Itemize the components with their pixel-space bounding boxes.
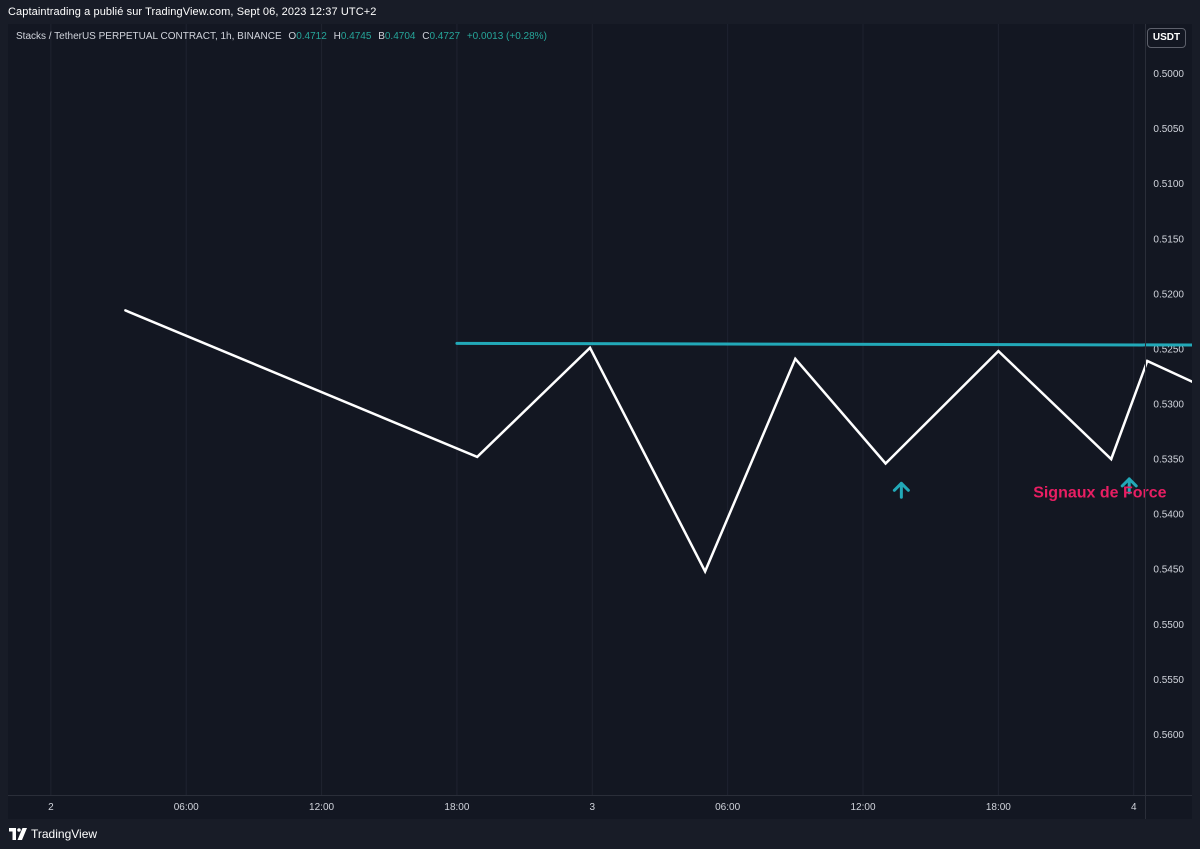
- high-value: 0.4745: [340, 31, 372, 42]
- change-value: +0.0013 (+0.28%): [466, 31, 547, 42]
- price-point: [794, 357, 797, 361]
- price-tick-label: 0.5500: [1153, 620, 1184, 631]
- time-tick-label: 3: [590, 802, 596, 813]
- price-chart[interactable]: 206:0012:0018:00306:0012:0018:00406:0012…: [8, 24, 1192, 819]
- price-point: [476, 455, 479, 459]
- price-tick-label: 0.5000: [1153, 69, 1184, 80]
- time-tick-label: 12:00: [309, 802, 334, 813]
- price-tick-label: 0.5600: [1153, 730, 1184, 741]
- price-tick-label: 0.5300: [1153, 399, 1184, 410]
- high-label: H: [333, 31, 341, 42]
- open-label: O: [288, 31, 297, 42]
- price-tick-label: 0.5100: [1153, 179, 1184, 190]
- price-point: [1146, 359, 1149, 363]
- tradingview-brand: TradingView: [31, 827, 98, 841]
- currency-button[interactable]: USDT: [1147, 28, 1186, 48]
- price-tick-label: 0.5550: [1153, 675, 1184, 686]
- price-point: [997, 349, 1000, 353]
- price-tick-label: 0.5050: [1153, 124, 1184, 135]
- price-tick-label: 0.5350: [1153, 455, 1184, 466]
- time-tick-label: 18:00: [444, 802, 469, 813]
- symbol-title: Stacks / TetherUS PERPETUAL CONTRACT, 1h…: [16, 31, 282, 42]
- time-tick-label: 12:00: [850, 802, 875, 813]
- publisher-line: Captaintrading a publié sur TradingView.…: [8, 6, 377, 18]
- price-tick-label: 0.5200: [1153, 289, 1184, 300]
- price-axis-divider: [1145, 24, 1146, 819]
- price-tick-label: 0.5250: [1153, 344, 1184, 355]
- time-tick-label: 2: [48, 802, 54, 813]
- price-point: [124, 309, 127, 312]
- time-tick-label: 18:00: [986, 802, 1011, 813]
- chart-panel[interactable]: 206:0012:0018:00306:0012:0018:00406:0012…: [8, 24, 1192, 819]
- low-label: B: [378, 31, 385, 42]
- time-axis-divider: [8, 795, 1192, 796]
- tradingview-logo-icon: [9, 828, 27, 840]
- open-value: 0.4712: [296, 31, 327, 42]
- tradingview-footer[interactable]: TradingView: [9, 826, 97, 842]
- price-tick-label: 0.5450: [1153, 565, 1184, 576]
- price-line[interactable]: [124, 229, 1192, 575]
- msb-line[interactable]: [455, 341, 1192, 347]
- signal-arrow-up-icon[interactable]: [1120, 477, 1138, 495]
- signals-annotation[interactable]: Signaux de Force: [1033, 485, 1166, 502]
- price-point: [1109, 457, 1113, 461]
- price-tick-label: 0.5400: [1153, 510, 1184, 521]
- close-value: 0.4727: [429, 31, 461, 42]
- symbol-legend: Stacks / TetherUS PERPETUAL CONTRACT, 1h…: [16, 31, 547, 42]
- price-tick-label: 0.5150: [1153, 234, 1184, 245]
- time-tick-label: 06:00: [174, 802, 199, 813]
- time-tick-label: 4: [1131, 802, 1137, 813]
- signal-arrow-up-icon[interactable]: [892, 481, 910, 499]
- price-point: [588, 346, 592, 350]
- price-point: [703, 570, 707, 573]
- close-label: C: [422, 31, 430, 42]
- price-point: [884, 462, 887, 465]
- low-value: 0.4704: [384, 31, 416, 42]
- time-tick-label: 06:00: [715, 802, 740, 813]
